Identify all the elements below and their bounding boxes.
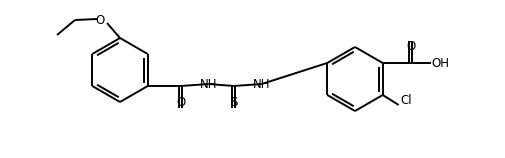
Text: S: S <box>230 96 237 109</box>
Text: OH: OH <box>431 57 449 70</box>
Text: NH: NH <box>252 78 270 91</box>
Text: O: O <box>95 13 105 27</box>
Text: NH: NH <box>199 78 217 91</box>
Text: O: O <box>406 40 415 53</box>
Text: O: O <box>176 96 185 109</box>
Text: Cl: Cl <box>400 94 412 107</box>
